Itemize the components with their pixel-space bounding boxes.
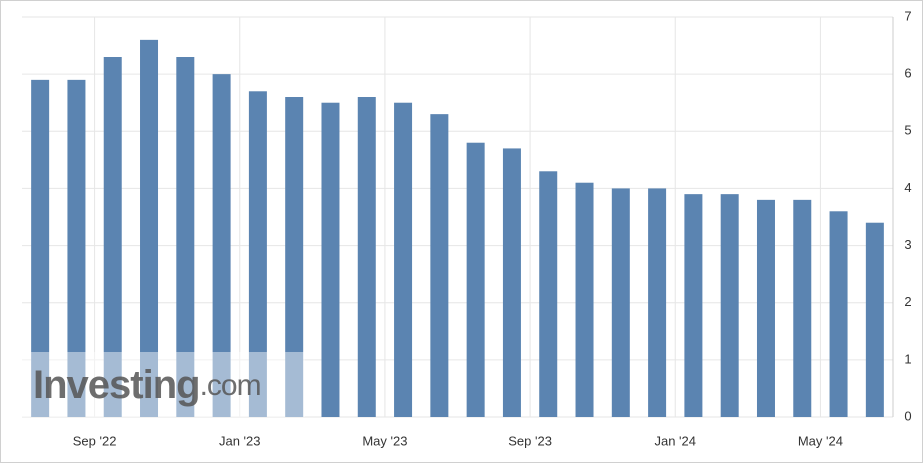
bar [357,97,376,417]
bar [31,79,50,417]
y-tick-label: 5 [904,123,911,138]
bar [212,74,231,418]
bar [176,57,195,417]
bar [720,194,739,417]
bar [285,97,304,417]
labels: 0 1 2 3 4 5 6 7 Sep '22 Jan '23 May '23 Sep '23 Jan … [73,8,912,448]
x-tick-label: May '23 [362,433,407,448]
x-tick-label: Jan '24 [654,433,696,448]
watermark-brand: Investing [33,363,200,407]
x-tick-label: May '24 [798,433,843,448]
x-tick-label: Sep '23 [508,433,552,448]
grid [22,16,894,418]
x-tick-label: Sep '22 [73,433,117,448]
bars [31,39,884,418]
y-tick-label: 0 [904,408,911,423]
bar [321,102,340,417]
watermark: Investing.com [33,363,261,407]
x-tick-label: Jan '23 [219,433,261,448]
bar [466,142,485,417]
bar [575,182,594,417]
y-tick-label: 7 [904,8,911,23]
bar [865,222,884,417]
bar [140,39,159,417]
bar [611,188,630,417]
y-tick-label: 2 [904,294,911,309]
y-tick-label: 4 [904,180,911,195]
bar [684,194,703,417]
bar [67,79,86,417]
bar [539,171,558,417]
bar [829,211,848,417]
bar [248,91,267,418]
bar [756,199,775,417]
bar [430,114,449,418]
bar [648,188,667,417]
y-tick-label: 3 [904,237,911,252]
bar [394,102,413,417]
watermark-band [22,352,305,417]
bar [502,148,521,417]
y-tick-label: 6 [904,66,911,81]
watermark-domain: .com [200,369,261,402]
y-tick-label: 1 [904,351,911,366]
bar [793,199,812,417]
bar [103,57,122,417]
